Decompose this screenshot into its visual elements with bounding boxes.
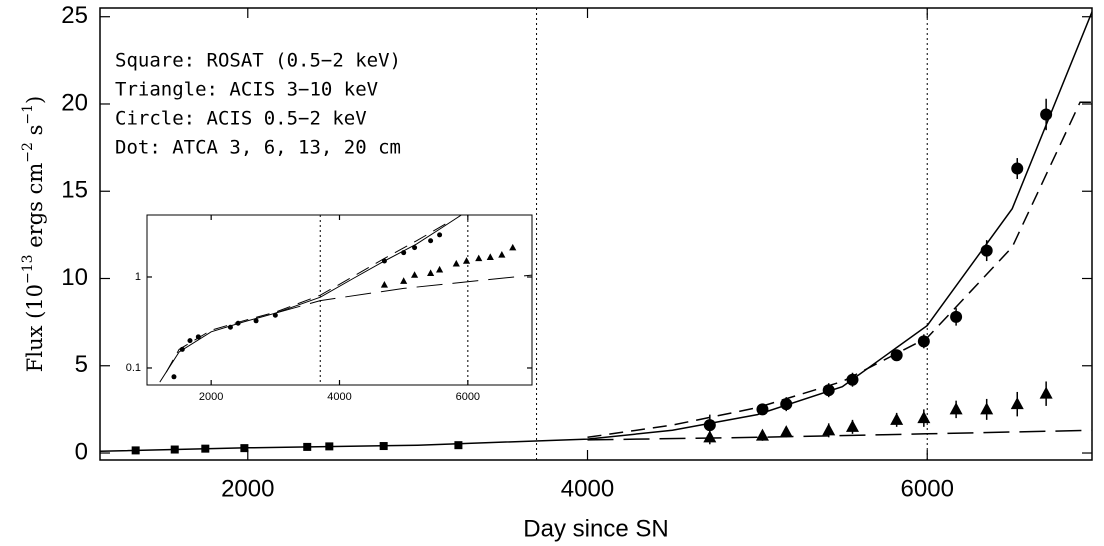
plot-frame [99, 7, 1093, 461]
y-axis-label-part: −2 [20, 142, 36, 163]
y-axis-label-part: s [23, 125, 47, 142]
data-point [235, 320, 241, 326]
data-point [400, 277, 408, 284]
data-point [780, 398, 793, 411]
data-point [452, 259, 460, 267]
data-point [756, 403, 769, 416]
y-tick-label: 25 [61, 2, 88, 29]
x-tick-label: 4000 [561, 475, 614, 502]
data-point [890, 349, 903, 362]
data-point [917, 335, 930, 348]
data-point [171, 374, 177, 380]
data-point [179, 346, 185, 352]
x-tick-label: 2000 [199, 391, 223, 403]
y-tick-label: 0.1 [126, 362, 141, 374]
x-tick-label: 4000 [327, 391, 351, 403]
y-axis-label-part: ergs cm [23, 163, 47, 255]
data-point [845, 419, 859, 432]
data-point [1010, 397, 1024, 410]
data-point [498, 251, 506, 258]
data-point [980, 244, 993, 257]
model-curve [159, 215, 462, 383]
data-point [822, 423, 836, 436]
data-point [412, 245, 418, 251]
model-curve [587, 429, 1092, 441]
plot-area [159, 215, 532, 383]
data-point [949, 402, 963, 415]
y-axis-label-part: ) [23, 96, 47, 104]
data-point [411, 271, 419, 278]
data-point [822, 384, 835, 397]
y-axis-label: Flux (10−13 ergs cm−2 s−1) [20, 96, 47, 372]
data-point [253, 318, 259, 324]
data-point [486, 253, 494, 260]
data-point [703, 430, 717, 443]
plot-area [100, 9, 1092, 455]
data-point [131, 446, 140, 455]
legend-note: Circle: ACIS 0.5−2 keV [115, 108, 367, 130]
data-point [381, 258, 387, 264]
model-curve [587, 101, 1092, 439]
data-point [195, 334, 201, 340]
data-point [240, 444, 249, 453]
data-point [454, 441, 463, 450]
data-point [428, 238, 434, 244]
data-point [201, 444, 210, 453]
data-point [325, 442, 334, 451]
data-point [1011, 162, 1024, 175]
x-tick-label: 6000 [456, 391, 480, 403]
y-tick-label: 20 [61, 89, 88, 116]
y-tick-label: 5 [75, 351, 88, 378]
data-point [890, 412, 904, 425]
x-tick-label: 2000 [221, 475, 274, 502]
data-point [703, 419, 716, 432]
data-point [755, 428, 769, 441]
legend-note: Dot: ATCA 3, 6, 13, 20 cm [115, 137, 401, 159]
legend-note: Triangle: ACIS 3−10 keV [115, 79, 378, 101]
y-axis-label-part: −13 [20, 254, 36, 284]
x-axis-label: Day since SN [523, 515, 668, 542]
data-point [380, 280, 388, 288]
data-point [436, 265, 444, 273]
data-point [980, 402, 994, 415]
y-tick-label: 15 [61, 177, 88, 204]
data-point [779, 425, 793, 438]
data-point [379, 442, 388, 451]
data-point [303, 442, 312, 451]
data-point [427, 269, 435, 276]
data-point [437, 232, 443, 238]
y-tick-label: 10 [61, 264, 88, 291]
data-point [950, 310, 963, 323]
y-tick-label: 1 [135, 271, 141, 283]
y-axis-label-part: Flux (10 [23, 284, 47, 372]
data-point [509, 243, 517, 251]
data-point [475, 254, 483, 262]
data-point [272, 312, 278, 318]
y-tick-label: 0 [75, 438, 88, 465]
data-point [1039, 386, 1053, 399]
data-point [1040, 108, 1053, 121]
data-point [917, 411, 931, 424]
data-point [846, 373, 859, 386]
data-point [187, 338, 193, 344]
x-tick-label: 6000 [901, 475, 954, 502]
data-point [462, 257, 471, 264]
data-point [401, 250, 407, 256]
model-curve [165, 221, 449, 373]
plot-frame [146, 214, 533, 386]
y-axis-label-part: −1 [20, 104, 36, 125]
data-point [170, 445, 179, 454]
data-point [227, 324, 233, 330]
legend-note: Square: ROSAT (0.5−2 keV) [115, 50, 401, 72]
